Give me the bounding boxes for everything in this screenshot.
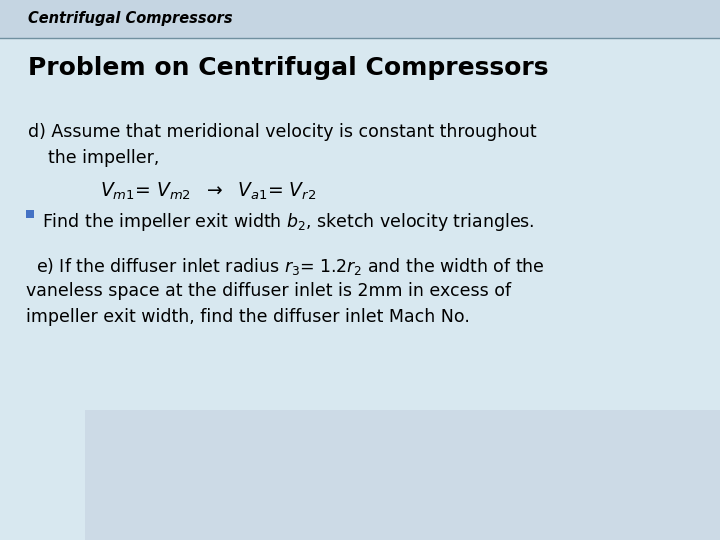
Bar	[0, 0, 720, 38]
Text: $V_{m1}$= $V_{m2}$  $\rightarrow$  $V_{a1}$= $V_{r2}$: $V_{m1}$= $V_{m2}$ $\rightarrow$ $V_{a1}…	[100, 181, 316, 202]
Text: Centrifugal Compressors: Centrifugal Compressors	[28, 11, 233, 26]
Text: Problem on Centrifugal Compressors: Problem on Centrifugal Compressors	[28, 56, 549, 80]
Text: vaneless space at the diffuser inlet is 2mm in excess of: vaneless space at the diffuser inlet is …	[26, 282, 511, 300]
Bar	[85, 410, 720, 540]
Text: the impeller,: the impeller,	[48, 149, 159, 167]
Text: d) Assume that meridional velocity is constant throughout: d) Assume that meridional velocity is co…	[28, 123, 536, 141]
Text: impeller exit width, find the diffuser inlet Mach No.: impeller exit width, find the diffuser i…	[26, 308, 470, 326]
Text: Find the impeller exit width $b_2$, sketch velocity triangles.: Find the impeller exit width $b_2$, sket…	[42, 211, 534, 233]
Bar	[26, 210, 34, 218]
Text: e) If the diffuser inlet radius $r_3$= 1.2$r_2$ and the width of the: e) If the diffuser inlet radius $r_3$= 1…	[36, 256, 545, 277]
